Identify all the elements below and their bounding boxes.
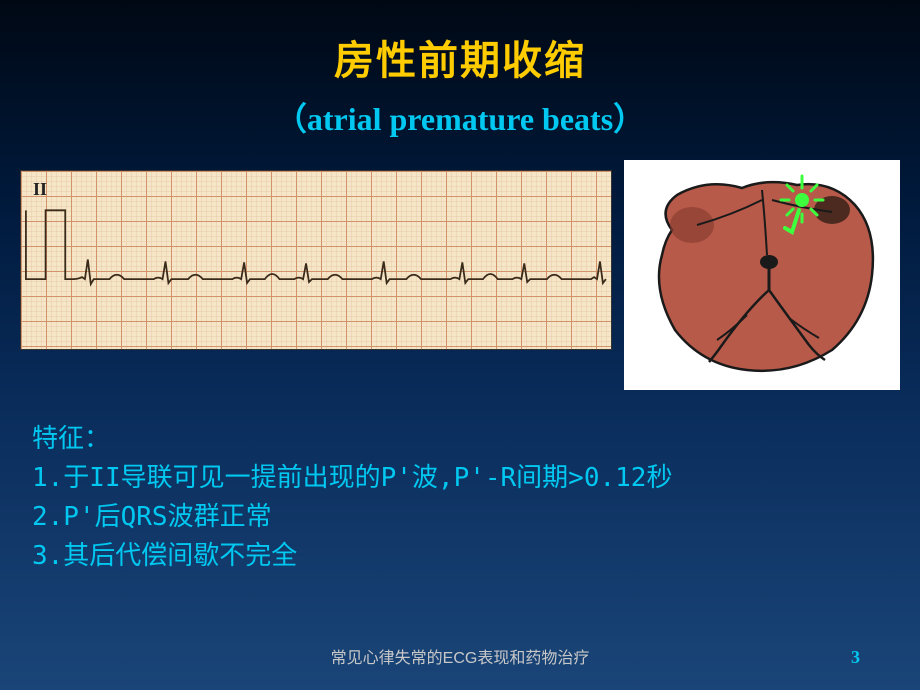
content-row: II (20, 170, 900, 390)
slide-container: 房性前期收缩 （atrial premature beats） II (0, 0, 920, 690)
heart-diagram (637, 170, 887, 380)
feature-item-2: 2.P'后QRS波群正常 (32, 498, 900, 537)
av-node (760, 255, 778, 269)
heart-diagram-box (624, 160, 900, 390)
slide-title-cn: 房性前期收缩 (20, 28, 900, 86)
ecg-strip: II (20, 170, 612, 350)
features-block: 特征： 1.于II导联可见一提前出现的P'波,P'-R间期>0.12秒 2.P'… (20, 420, 900, 576)
ecg-waveform (26, 210, 606, 284)
slide-footer: 常见心律失常的ECG表现和药物治疗 (0, 644, 920, 668)
ecg-trace-svg (21, 171, 611, 348)
feature-item-3: 3.其后代偿间歇不完全 (32, 537, 900, 576)
slide-title-en: （atrial premature beats） (20, 94, 900, 140)
heart-shadow-left (670, 207, 714, 243)
features-heading: 特征： (32, 420, 900, 459)
feature-item-1: 1.于II导联可见一提前出现的P'波,P'-R间期>0.12秒 (32, 459, 900, 498)
page-number: 3 (851, 647, 860, 668)
